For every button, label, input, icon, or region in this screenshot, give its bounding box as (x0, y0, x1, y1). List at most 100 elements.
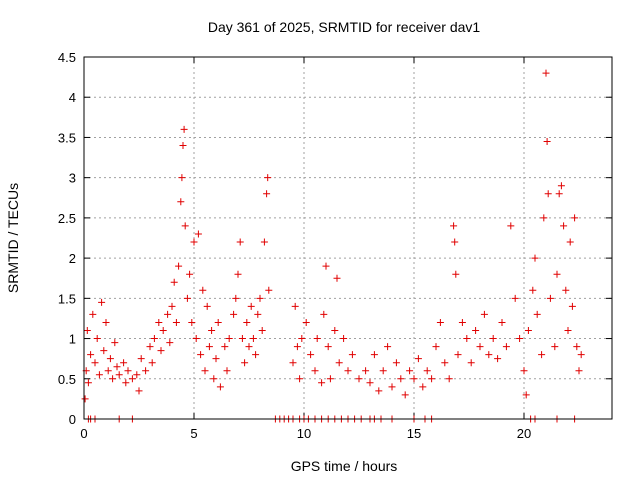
data-point (485, 351, 493, 359)
data-point (529, 286, 537, 294)
x-tick-label: 15 (407, 426, 421, 441)
data-point (322, 262, 330, 270)
data-point (124, 367, 132, 375)
data-point (203, 302, 211, 310)
data-point (324, 343, 332, 351)
data-point (83, 327, 91, 335)
data-point (375, 387, 383, 395)
y-tick-label: 2.5 (58, 211, 76, 226)
data-point (128, 375, 136, 383)
data-point (186, 270, 194, 278)
data-point (175, 262, 183, 270)
data-point (197, 351, 205, 359)
data-point (577, 351, 585, 359)
data-point (531, 254, 539, 262)
data-point (166, 339, 174, 347)
data-point (106, 355, 114, 363)
data-point (502, 343, 510, 351)
data-point (436, 318, 444, 326)
data-point (423, 367, 431, 375)
data-point (256, 294, 264, 302)
data-point (148, 359, 156, 367)
data-point (542, 69, 550, 77)
x-tick-label: 10 (297, 426, 311, 441)
data-point (516, 335, 524, 343)
data-point (232, 294, 240, 302)
data-point (392, 359, 400, 367)
data-point (362, 367, 370, 375)
data-point (223, 367, 231, 375)
data-point (81, 395, 89, 403)
data-point (199, 286, 207, 294)
x-tick-label: 20 (517, 426, 531, 441)
data-point (188, 318, 196, 326)
chart-title: Day 361 of 2025, SRMTID for receiver dav… (208, 19, 481, 35)
data-point (348, 351, 356, 359)
data-point (205, 343, 213, 351)
data-point (243, 318, 251, 326)
data-point (335, 359, 343, 367)
data-point (260, 238, 268, 246)
data-point (366, 379, 374, 387)
data-point (522, 391, 530, 399)
data-point (498, 318, 506, 326)
y-tick-label: 4.5 (58, 50, 76, 65)
data-point (113, 363, 121, 371)
data-point (236, 238, 244, 246)
y-tick-label: 2 (69, 251, 76, 266)
data-point (401, 391, 409, 399)
data-point (234, 270, 242, 278)
data-point (263, 190, 271, 198)
data-point (208, 327, 216, 335)
data-point (355, 375, 363, 383)
data-point (318, 379, 326, 387)
data-point (298, 335, 306, 343)
data-point (566, 238, 574, 246)
data-point (494, 355, 502, 363)
data-point (472, 327, 480, 335)
data-point (370, 351, 378, 359)
data-point (406, 367, 414, 375)
data-point (245, 343, 253, 351)
data-point (247, 302, 255, 310)
data-point (179, 141, 187, 149)
data-point (551, 343, 559, 351)
data-point (454, 351, 462, 359)
y-axis-ticks: 0 0.5 1 1.5 2 2.5 3 3.5 4 4.5 (58, 50, 612, 427)
data-point (414, 355, 422, 363)
data-point (192, 335, 200, 343)
y-tick-label: 4 (69, 90, 76, 105)
data-point (249, 335, 257, 343)
data-point (137, 355, 145, 363)
data-point (265, 286, 273, 294)
data-point (302, 318, 310, 326)
data-point (344, 367, 352, 375)
data-point (428, 375, 436, 383)
data-point (524, 327, 532, 335)
data-point (194, 230, 202, 238)
data-point (91, 359, 99, 367)
data-point (432, 343, 440, 351)
data-point (445, 375, 453, 383)
data-point (571, 214, 579, 222)
data-point (511, 294, 519, 302)
data-point (573, 343, 581, 351)
data-point (230, 310, 238, 318)
data-point (480, 310, 488, 318)
data-points (81, 69, 585, 423)
data-point (320, 310, 328, 318)
data-point (190, 238, 198, 246)
data-point (258, 327, 266, 335)
data-point (225, 335, 233, 343)
x-axis-label: GPS time / hours (291, 458, 398, 474)
data-point (150, 335, 158, 343)
data-point (564, 327, 572, 335)
y-tick-label: 3.5 (58, 130, 76, 145)
data-point (507, 222, 515, 230)
data-point (451, 238, 459, 246)
data-point (170, 278, 178, 286)
data-point (252, 351, 260, 359)
y-tick-label: 0.5 (58, 372, 76, 387)
data-point (100, 347, 108, 355)
